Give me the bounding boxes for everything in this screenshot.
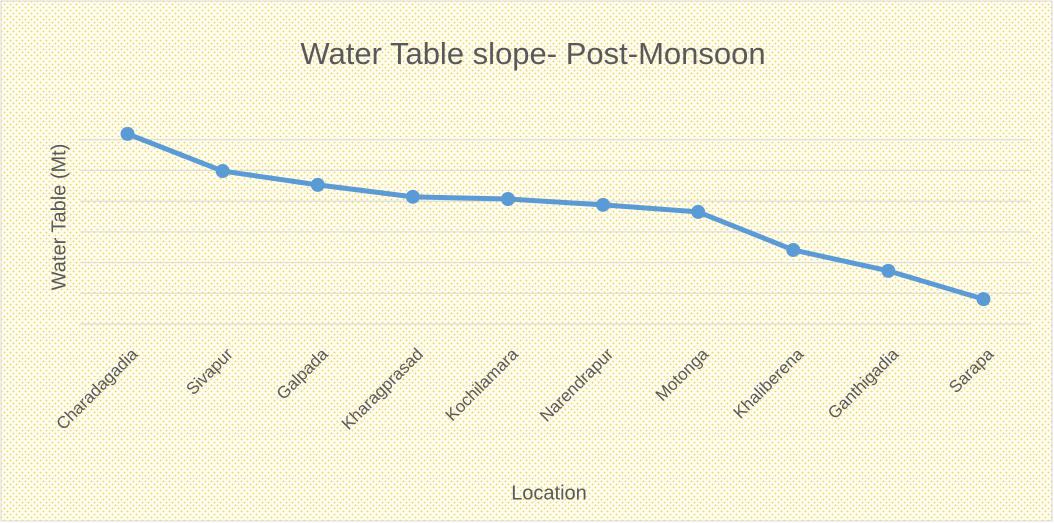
y-axis-label: Water Table (Mt) (48, 144, 70, 291)
data-point (881, 263, 896, 278)
data-point (976, 292, 991, 307)
data-point (596, 197, 611, 212)
data-point (786, 242, 801, 257)
chart-title: Water Table slope- Post-Monsoon (300, 36, 765, 71)
data-point (215, 164, 230, 179)
data-point (500, 191, 515, 206)
data-point (691, 204, 706, 219)
data-point (310, 177, 325, 192)
data-point (405, 189, 420, 204)
data-line (125, 131, 986, 302)
x-axis-label: Location (511, 482, 587, 504)
data-point (120, 126, 135, 141)
